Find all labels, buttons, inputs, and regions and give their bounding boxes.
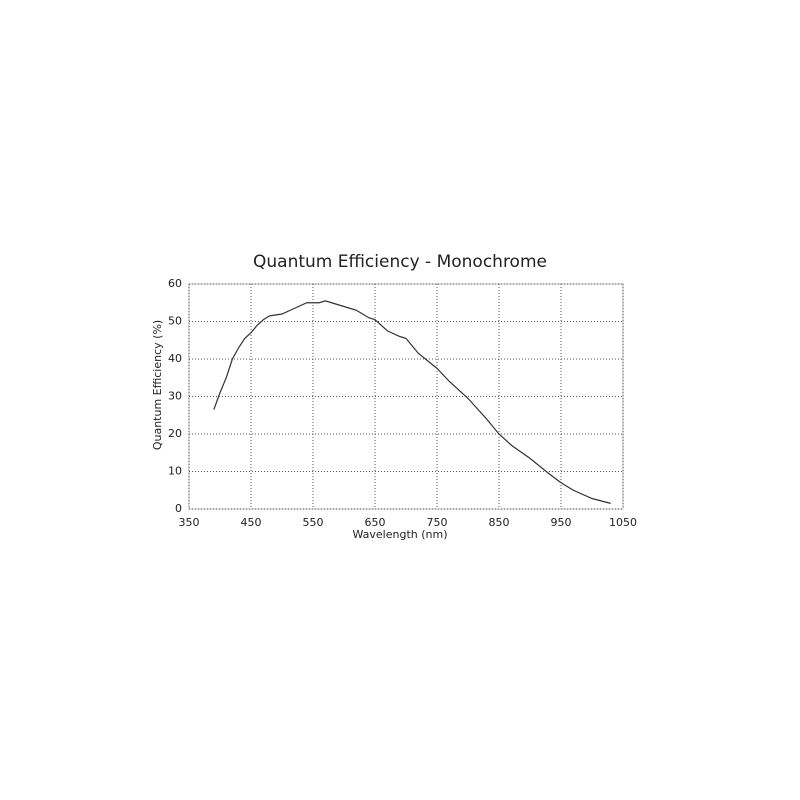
y-tick-label: 30 [168,390,182,403]
x-tick-label: 450 [241,516,262,529]
y-axis-label: Quantum Efficiency (%) [151,320,164,450]
x-tick-label: 850 [489,516,510,529]
x-tick-label: 650 [365,516,386,529]
x-tick-label: 950 [551,516,572,529]
y-tick-label: 50 [168,315,182,328]
x-tick-label: 350 [179,516,200,529]
chart-title: Quantum Efficiency - Monochrome [253,252,547,272]
y-tick-label: 10 [168,465,182,478]
x-tick-label: 750 [427,516,448,529]
y-tick-label: 0 [175,502,182,515]
x-axis-label: Wavelength (nm) [352,528,447,541]
data-line [213,300,611,504]
x-tick-label: 1050 [609,516,637,529]
y-tick-label: 60 [168,277,182,290]
y-tick-label: 40 [168,352,182,365]
y-tick-label: 20 [168,427,182,440]
x-tick-label: 550 [303,516,324,529]
